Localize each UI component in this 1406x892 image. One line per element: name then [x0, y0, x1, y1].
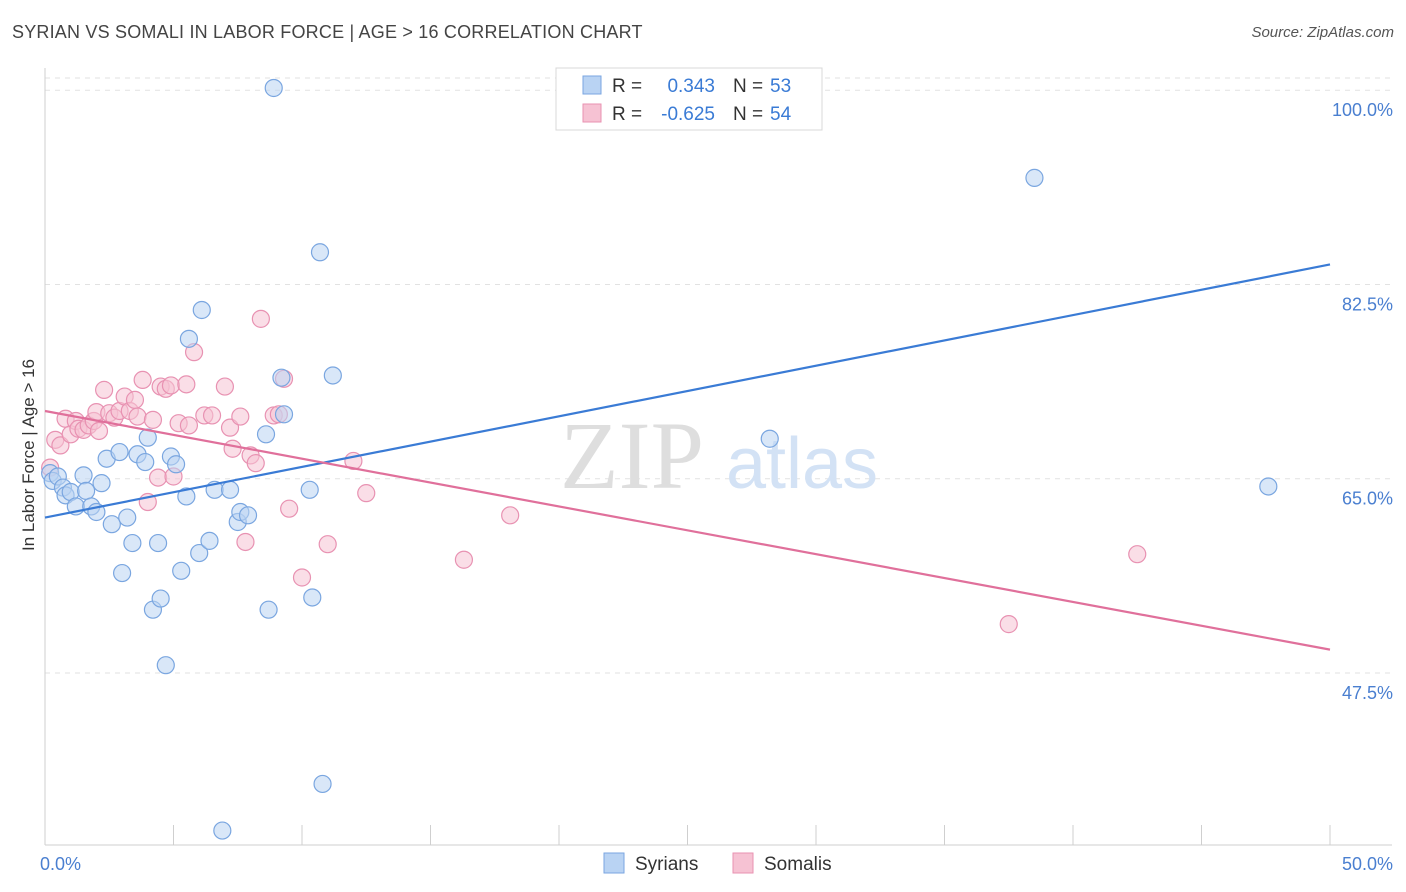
y-tick-label-2: 65.0%	[1342, 489, 1393, 509]
somali-point-40	[246, 454, 265, 473]
somali-point-36	[223, 439, 242, 458]
somali-point-34	[215, 377, 234, 396]
somali-point-30	[179, 416, 199, 435]
syrian-point-34	[213, 821, 232, 840]
somali-point-46	[292, 568, 312, 587]
somali-point-18	[125, 390, 145, 409]
somali-point-35	[220, 418, 240, 437]
legend-swatch-somalis	[582, 103, 602, 123]
syrian-point-41	[264, 78, 283, 98]
syrian-point-15	[112, 563, 132, 583]
bottom-legend-somalis: Somalis	[764, 854, 832, 875]
syrian-point-35	[220, 480, 240, 499]
somali-point-45	[280, 499, 299, 518]
legend-r-label-1: R =	[612, 76, 642, 97]
syrian-point-42	[272, 368, 291, 387]
legend-r-value-2: -0.625	[661, 104, 715, 125]
bottom-legend-swatch-syrians	[603, 852, 625, 874]
syrian-point-38	[238, 506, 258, 525]
syrian-point-22	[148, 533, 168, 553]
somali-point-29	[177, 375, 196, 394]
syrian-point-23	[151, 589, 170, 608]
bottom-legend-swatch-somalis	[732, 852, 754, 874]
somali-point-26	[161, 376, 181, 395]
syrian-point-30	[190, 543, 209, 563]
syrian-point-50	[760, 429, 779, 448]
syrian-point-40	[259, 600, 278, 619]
somali-point-33	[202, 406, 222, 425]
syrian-point-44	[300, 480, 319, 499]
syrian-point-13	[102, 515, 121, 534]
legend-n-label-1: N =	[733, 76, 763, 97]
somali-point-12	[95, 380, 114, 399]
trend-lines	[44, 263, 1331, 651]
syrian-point-19	[136, 452, 155, 472]
syrian-point-32	[200, 531, 219, 550]
source-label: Source: ZipAtlas.com	[1251, 24, 1394, 41]
syrian-point-39	[256, 425, 276, 444]
gridlines	[45, 77, 1392, 674]
somali-point-19	[128, 407, 147, 426]
syrian-point-43	[274, 405, 294, 424]
legend-n-value-2: 54	[770, 104, 792, 125]
watermark-zip: ZIP	[560, 402, 704, 509]
somali-point-51	[501, 506, 520, 525]
somali-point-11	[89, 421, 109, 441]
syrian-point-51	[1025, 168, 1044, 187]
syrian-point-14	[110, 442, 129, 462]
y-tick-label-3: 47.5%	[1342, 683, 1393, 703]
somali-point-53	[1128, 545, 1147, 564]
somali-point-22	[143, 410, 163, 429]
syrian-point-16	[118, 508, 137, 527]
watermark-atlas: atlas	[726, 424, 878, 504]
syrian-point-31	[192, 300, 211, 320]
syrian-point-7	[74, 466, 93, 485]
legend-box: R = 0.343 N = 53 R = -0.625 N = 54	[555, 67, 823, 131]
somali-point-20	[133, 370, 152, 390]
x-tick-label-1: 50.0%	[1342, 854, 1393, 874]
somali-point-2	[51, 436, 70, 455]
syrian-point-17	[123, 533, 142, 553]
syrian-point-45	[303, 588, 322, 607]
y-axis-label: In Labor Force | Age > 16	[19, 359, 38, 551]
syrian-trend-line	[44, 263, 1331, 519]
syrian-point-48	[323, 366, 342, 385]
legend-n-value-1: 53	[770, 76, 791, 97]
syrian-point-11	[92, 474, 111, 493]
legend-r-label-2: R =	[612, 104, 642, 125]
somali-point-37	[231, 407, 250, 426]
bottom-legend-syrians: Syrians	[635, 854, 698, 875]
somali-point-38	[236, 532, 255, 552]
y-tick-label-1: 82.5%	[1342, 294, 1393, 314]
legend-r-value-1: 0.343	[667, 76, 715, 97]
x-tick-label-0: 0.0%	[40, 854, 81, 874]
syrian-point-8	[77, 481, 96, 501]
legend-swatch-syrians	[582, 75, 602, 95]
watermark: ZIP atlas	[560, 402, 878, 509]
legend-n-label-2: N =	[733, 104, 763, 125]
somali-point-47	[318, 535, 337, 554]
bottom-legend: Syrians Somalis	[603, 852, 832, 875]
syrian-point-47	[313, 774, 332, 794]
syrian-points	[41, 78, 1278, 840]
chart-title: SYRIAN VS SOMALI IN LABOR FORCE | AGE > …	[12, 22, 643, 42]
syrian-point-27	[172, 561, 191, 580]
tick-labels: 100.0% 82.5% 65.0% 47.5% 0.0% 50.0%	[40, 100, 1393, 874]
syrian-point-28	[177, 487, 196, 506]
syrian-point-46	[310, 243, 330, 262]
somali-trend-line	[44, 409, 1331, 651]
somali-point-41	[251, 309, 270, 328]
syrian-point-52	[1259, 477, 1278, 496]
syrian-point-26	[166, 455, 186, 474]
syrian-point-24	[156, 656, 175, 675]
y-tick-label-0: 100.0%	[1332, 100, 1393, 120]
somali-point-52	[999, 615, 1018, 634]
axes	[44, 68, 1392, 846]
somali-point-49	[357, 484, 376, 503]
somali-point-50	[454, 550, 474, 569]
somali-point-23	[148, 468, 168, 487]
syrian-point-29	[179, 329, 199, 348]
